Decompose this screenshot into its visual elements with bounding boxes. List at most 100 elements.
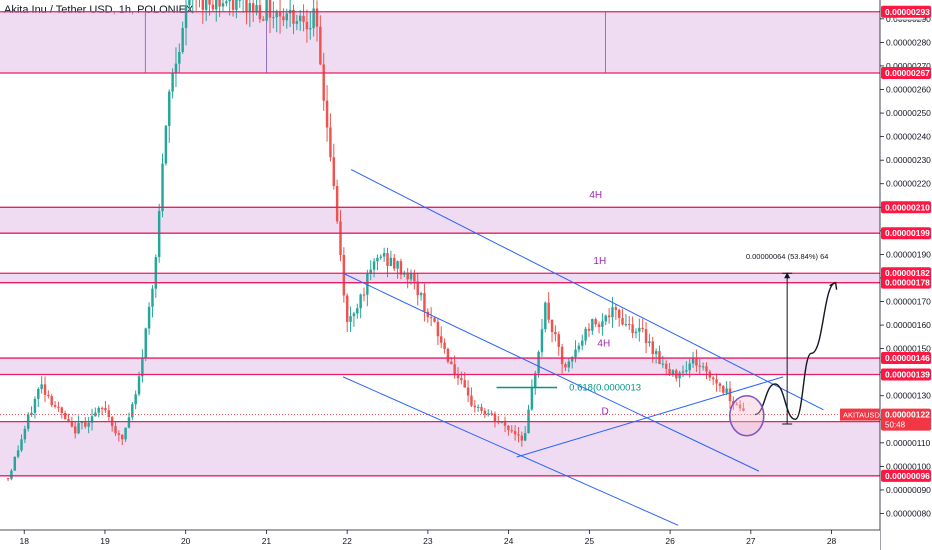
candle-body[interactable] [278, 12, 282, 17]
candle-body[interactable] [392, 257, 396, 269]
candle-body[interactable] [601, 321, 604, 327]
candle-body[interactable] [688, 363, 691, 371]
candle-body[interactable] [225, 1, 228, 4]
candle-body[interactable] [147, 306, 151, 329]
candle-body[interactable] [503, 421, 507, 426]
candle-body[interactable] [168, 91, 171, 126]
candle-body[interactable] [265, 0, 268, 21]
candle-body[interactable] [77, 423, 80, 434]
candle-body[interactable] [513, 431, 517, 435]
candle-body[interactable] [436, 321, 440, 337]
candle-body[interactable] [617, 309, 621, 318]
candle-body[interactable] [16, 450, 20, 457]
candle-body[interactable] [335, 186, 339, 222]
candle-body[interactable] [74, 426, 77, 434]
candle-body[interactable] [440, 336, 443, 343]
candle-body[interactable] [349, 316, 352, 322]
candle-body[interactable] [255, 5, 258, 13]
candle-body[interactable] [738, 404, 742, 409]
channel-line[interactable] [350, 169, 824, 411]
candle-body[interactable] [554, 331, 557, 335]
candle-body[interactable] [443, 342, 446, 349]
candle-body[interactable] [171, 73, 174, 92]
candle-body[interactable] [161, 163, 164, 212]
candle-body[interactable] [628, 324, 631, 326]
candle-body[interactable] [104, 408, 107, 411]
candle-body[interactable] [473, 405, 477, 408]
candle-body[interactable] [20, 439, 23, 451]
candle-body[interactable] [201, 0, 205, 10]
candle-body[interactable] [510, 430, 513, 432]
candle-body[interactable] [634, 331, 638, 334]
candle-body[interactable] [325, 100, 329, 128]
candle-body[interactable] [87, 422, 90, 427]
candle-body[interactable] [611, 307, 614, 318]
candle-body[interactable] [742, 408, 745, 411]
candle-body[interactable] [178, 51, 181, 64]
candle-body[interactable] [718, 383, 722, 386]
candle-body[interactable] [396, 261, 399, 269]
candle-body[interactable] [581, 340, 584, 346]
candle-body[interactable] [574, 349, 577, 358]
candle-body[interactable] [131, 404, 134, 418]
candle-body[interactable] [218, 0, 221, 7]
candle-body[interactable] [648, 341, 651, 344]
candle-body[interactable] [37, 388, 40, 399]
candle-body[interactable] [13, 456, 17, 471]
candle-body[interactable] [33, 398, 37, 413]
candle-body[interactable] [100, 407, 104, 409]
candle-body[interactable] [362, 294, 366, 296]
candle-body[interactable] [134, 394, 137, 405]
candle-body[interactable] [564, 364, 567, 368]
candle-body[interactable] [379, 256, 383, 258]
candle-body[interactable] [322, 64, 325, 101]
candle-body[interactable] [248, 3, 252, 12]
candle-body[interactable] [275, 12, 278, 18]
candle-body[interactable] [315, 8, 319, 27]
candle-body[interactable] [701, 366, 705, 368]
candle-body[interactable] [6, 478, 10, 480]
candle-body[interactable] [80, 422, 84, 424]
candle-body[interactable] [671, 370, 675, 375]
candle-body[interactable] [644, 329, 648, 344]
candle-body[interactable] [127, 417, 131, 428]
candle-body[interactable] [272, 17, 275, 19]
candle-body[interactable] [429, 317, 433, 319]
candle-body[interactable] [329, 127, 332, 158]
candle-body[interactable] [389, 257, 393, 266]
candle-body[interactable] [537, 351, 540, 374]
candle-body[interactable] [466, 387, 470, 396]
candle-body[interactable] [382, 253, 386, 257]
candle-body[interactable] [587, 328, 591, 331]
candle-body[interactable] [638, 327, 641, 332]
candle-body[interactable] [460, 378, 463, 381]
candle-body[interactable] [597, 324, 601, 327]
candle-body[interactable] [90, 416, 94, 423]
candle-body[interactable] [107, 410, 111, 418]
candle-body[interactable] [53, 405, 57, 407]
candle-body[interactable] [668, 368, 671, 375]
candle-body[interactable] [530, 387, 534, 410]
candle-body[interactable] [500, 421, 503, 423]
candle-body[interactable] [560, 346, 564, 365]
candle-body[interactable] [188, 0, 191, 6]
candle-body[interactable] [534, 373, 537, 388]
candle-body[interactable] [285, 13, 288, 21]
candle-body[interactable] [295, 21, 299, 24]
candle-body[interactable] [372, 261, 376, 270]
candle-body[interactable] [30, 412, 33, 415]
candle-body[interactable] [23, 428, 27, 440]
candle-body[interactable] [251, 3, 255, 13]
candle-body[interactable] [711, 377, 715, 380]
candle-body[interactable] [413, 273, 416, 282]
candle-body[interactable] [735, 404, 738, 406]
candle-body[interactable] [450, 361, 453, 365]
candle-body[interactable] [446, 348, 450, 362]
candle-body[interactable] [399, 261, 403, 275]
candle-body[interactable] [302, 15, 305, 22]
candle-body[interactable] [470, 395, 473, 406]
candle-body[interactable] [661, 363, 665, 365]
candle-body[interactable] [342, 254, 346, 296]
candle-body[interactable] [577, 345, 581, 350]
